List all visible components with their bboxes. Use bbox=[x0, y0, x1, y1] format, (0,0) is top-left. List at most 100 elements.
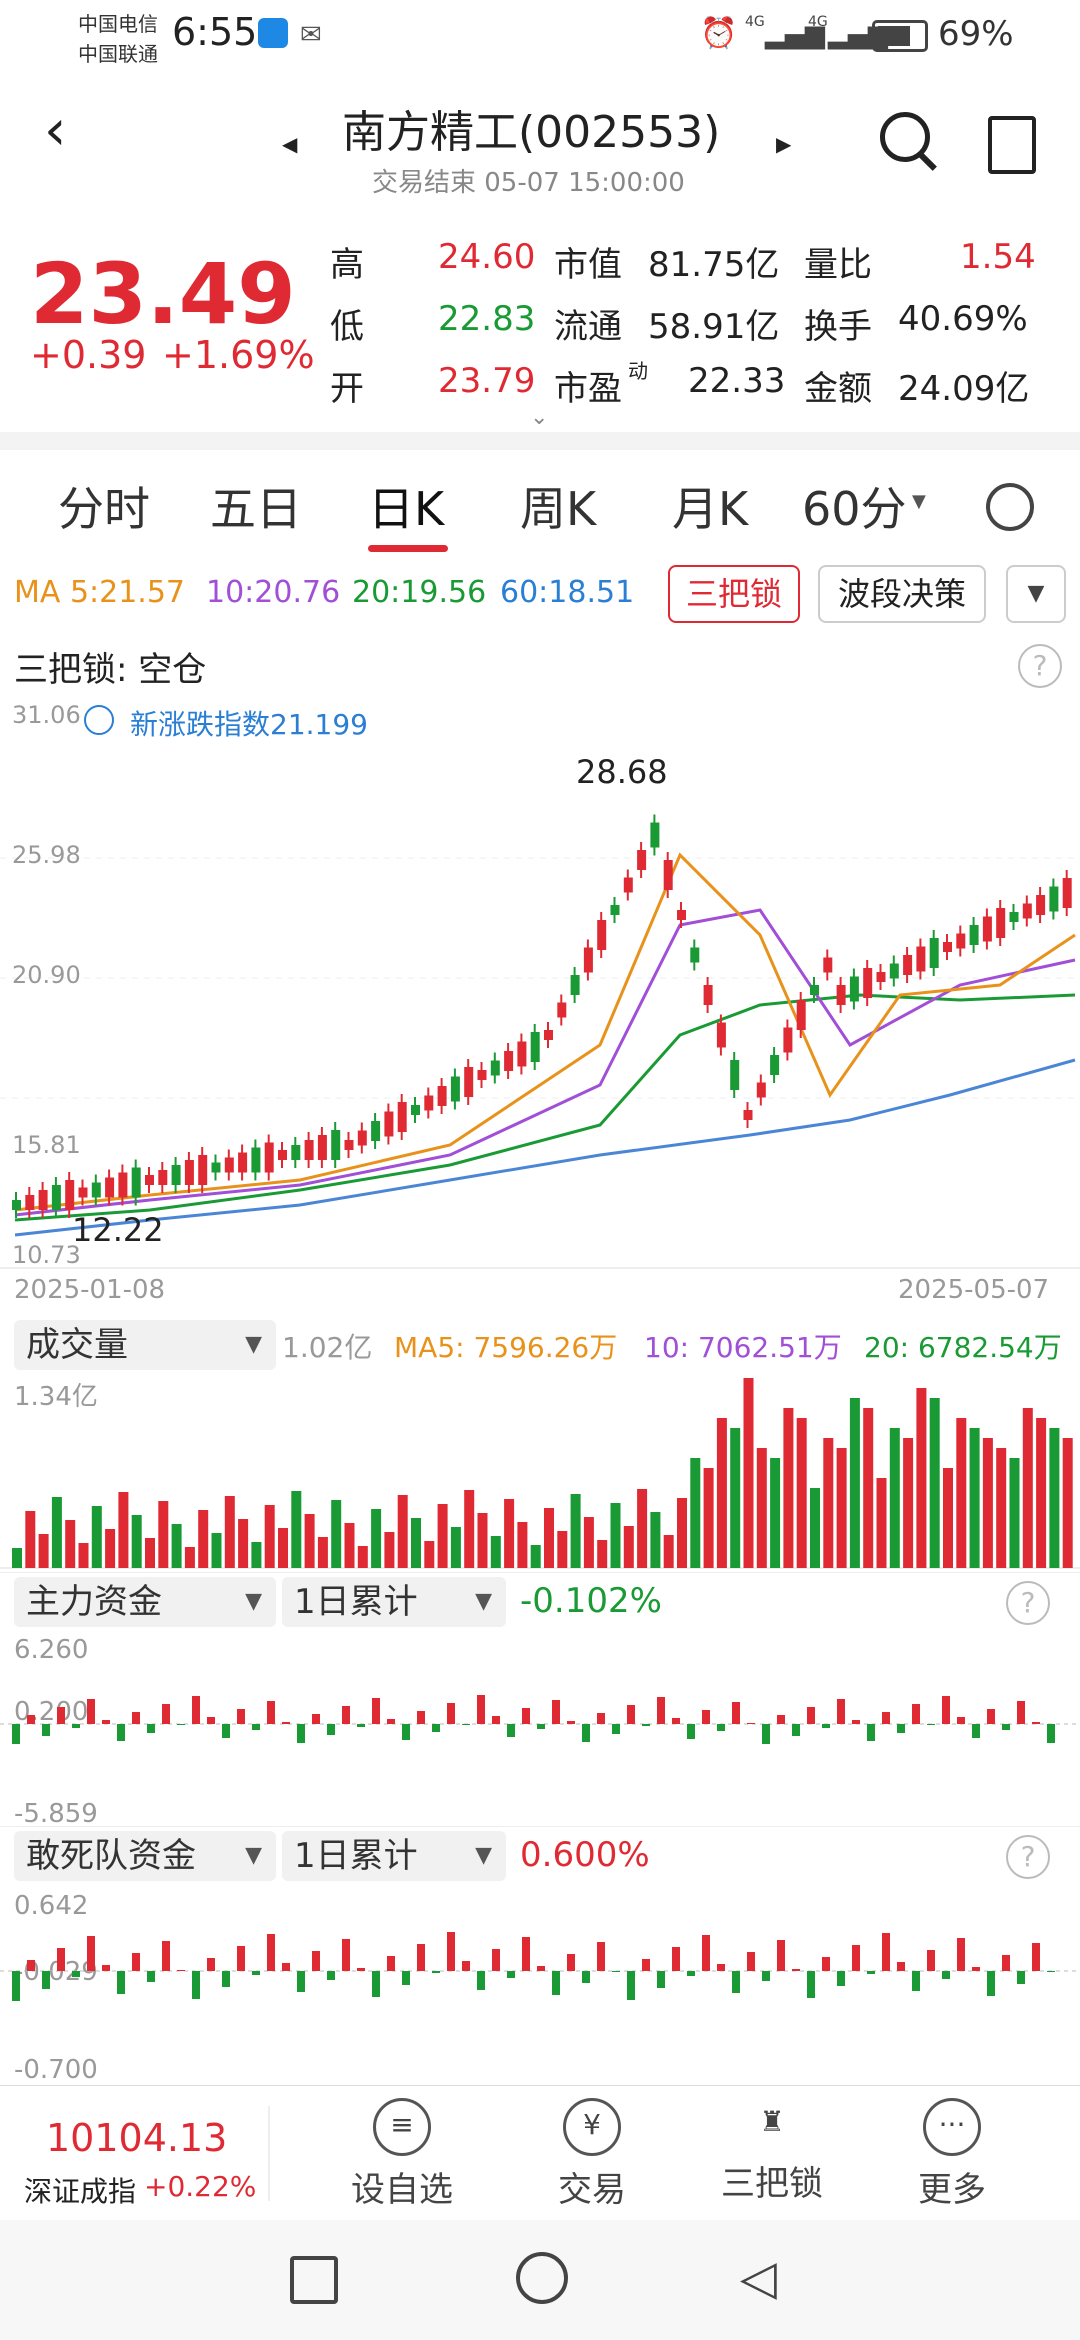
tab-intraday[interactable]: 分时 bbox=[58, 482, 150, 536]
volume-bar bbox=[371, 1509, 382, 1568]
volume-bar bbox=[730, 1428, 741, 1568]
main-fund-bar bbox=[852, 1720, 860, 1724]
label-float-cap: 流通 bbox=[554, 307, 622, 347]
tab-weekly-k[interactable]: 周K bbox=[520, 482, 597, 536]
dare-fund-bar bbox=[942, 1971, 950, 1979]
main-fund-bar bbox=[867, 1724, 875, 1741]
kline-chart[interactable]: 31.06 25.98 20.90 15.81 10.73 新涨跌指数21.19… bbox=[0, 695, 1080, 1305]
dare-fund-bar bbox=[747, 1952, 755, 1971]
tab-daily-k[interactable]: 日K bbox=[368, 482, 445, 536]
candle-body bbox=[823, 957, 833, 973]
dare-fund-bar bbox=[342, 1939, 350, 1971]
candle-body bbox=[397, 1102, 407, 1132]
volume-bar bbox=[437, 1504, 448, 1568]
three-locks-action[interactable]: ♜ 三把锁 bbox=[712, 2098, 832, 2205]
index-name: 深证成指 bbox=[24, 2175, 137, 2208]
index-legend: 新涨跌指数21.199 bbox=[130, 708, 368, 741]
dare-fund-bar bbox=[162, 1941, 170, 1971]
index-value: 10104.13 bbox=[46, 2116, 228, 2160]
volume-bar bbox=[211, 1533, 222, 1568]
dare-fund-period[interactable]: 1日累计 ▼ bbox=[282, 1831, 506, 1881]
dare-fund-bar bbox=[627, 1971, 635, 2000]
dare-fund-bar bbox=[1047, 1971, 1055, 1972]
prev-stock-icon[interactable]: ◀ bbox=[282, 132, 298, 156]
next-stock-icon[interactable]: ▶ bbox=[776, 132, 792, 156]
candle-body bbox=[1036, 895, 1046, 915]
main-fund-bar bbox=[507, 1724, 515, 1737]
wave-decision-button[interactable]: 波段决策 bbox=[818, 565, 986, 623]
dare-fund-bar bbox=[147, 1971, 155, 1982]
main-fund-bar bbox=[72, 1724, 80, 1728]
volume-y-top: 1.34亿 bbox=[14, 1382, 98, 1412]
candle-body bbox=[12, 1200, 21, 1210]
y-label-2: 25.98 bbox=[12, 841, 81, 869]
dare-fund-bar bbox=[87, 1936, 95, 1971]
volume-bar bbox=[743, 1378, 754, 1568]
dare-fund-bar bbox=[837, 1971, 845, 1986]
volume-bar bbox=[1009, 1458, 1020, 1568]
main-fund-bar bbox=[417, 1711, 425, 1724]
main-fund-y-mid: 0.200 bbox=[14, 1697, 89, 1727]
main-fund-bar bbox=[822, 1724, 830, 1728]
back-arrow-icon[interactable]: ‹ bbox=[44, 98, 67, 163]
dare-fund-bar bbox=[1017, 1971, 1025, 1984]
trade-button[interactable]: ¥ 交易 bbox=[532, 2098, 652, 2211]
help-icon[interactable]: ? bbox=[1018, 644, 1062, 688]
tab-dropdown-icon[interactable]: ▼ bbox=[912, 491, 926, 512]
ma-dropdown-icon[interactable]: ▼ bbox=[1006, 565, 1066, 623]
candle-body bbox=[504, 1051, 514, 1071]
candle-body bbox=[331, 1130, 341, 1160]
volume-panel: 成交量 ▼ 1.02亿 MA5: 7596.26万 10: 7062.51万 20… bbox=[0, 1318, 1080, 1569]
volume-bar bbox=[530, 1545, 541, 1568]
main-fund-bar bbox=[42, 1724, 50, 1736]
volume-ma20: 20: 6782.54万 bbox=[864, 1331, 1062, 1364]
y-label-4: 15.81 bbox=[12, 1131, 81, 1159]
recent-apps-icon[interactable] bbox=[290, 2256, 338, 2304]
volume-bar bbox=[756, 1448, 767, 1568]
volume-bar bbox=[889, 1428, 900, 1568]
dare-fund-selector[interactable]: 敢死队资金 ▼ bbox=[14, 1831, 276, 1881]
add-watchlist-button[interactable]: ≡ 设自选 bbox=[342, 2098, 462, 2211]
tab-five-day[interactable]: 五日 bbox=[210, 482, 302, 536]
more-button[interactable]: ··· 更多 bbox=[892, 2098, 1012, 2211]
main-fund-selector[interactable]: 主力资金 ▼ bbox=[14, 1577, 276, 1627]
candle-body bbox=[158, 1170, 168, 1185]
main-fund-bar bbox=[432, 1724, 440, 1732]
home-icon[interactable] bbox=[516, 2252, 568, 2304]
tab-60min[interactable]: 60分 bbox=[802, 482, 907, 536]
main-fund-help-icon[interactable]: ? bbox=[1006, 1581, 1050, 1625]
dare-fund-bar bbox=[897, 1962, 905, 1971]
expand-chevron-icon[interactable]: ⌄ bbox=[530, 405, 549, 430]
settings-gear-icon[interactable] bbox=[986, 483, 1034, 531]
dare-fund-bar bbox=[882, 1933, 890, 1971]
price-change: +0.39 bbox=[30, 333, 147, 377]
dare-fund-y-bottom: -0.700 bbox=[14, 2055, 98, 2085]
three-locks-button[interactable]: 三把锁 bbox=[668, 565, 800, 623]
back-triangle-icon[interactable]: ◁ bbox=[740, 2250, 777, 2306]
main-fund-bar bbox=[792, 1724, 800, 1736]
candle-body bbox=[357, 1130, 367, 1146]
main-fund-bar bbox=[252, 1724, 260, 1730]
dare-fund-bar bbox=[462, 1961, 470, 1971]
dare-fund-bar bbox=[612, 1971, 620, 1972]
index-ticker[interactable]: 10104.13 深证成指 +0.22% bbox=[0, 2086, 268, 2221]
dropdown-arrow-icon: ▼ bbox=[245, 1332, 262, 1357]
candle-body bbox=[623, 877, 633, 893]
volume-selector[interactable]: 成交量 ▼ bbox=[14, 1320, 276, 1370]
volume-bar bbox=[450, 1527, 461, 1568]
main-fund-bar bbox=[87, 1699, 95, 1724]
main-fund-period[interactable]: 1日累计 ▼ bbox=[282, 1577, 506, 1627]
dare-fund-bar bbox=[852, 1945, 860, 1971]
high-label: 28.68 bbox=[576, 753, 668, 791]
dare-fund-bar bbox=[642, 1959, 650, 1971]
dare-fund-help-icon[interactable]: ? bbox=[1006, 1835, 1050, 1879]
search-icon[interactable] bbox=[880, 112, 930, 162]
fullscreen-icon[interactable] bbox=[988, 116, 1036, 174]
signal-icon-1: ▂▄▆ bbox=[765, 20, 825, 50]
tab-monthly-k[interactable]: 月K bbox=[672, 482, 749, 536]
volume-ma5: MA5: 7596.26万 bbox=[394, 1331, 618, 1364]
dare-fund-bar bbox=[912, 1971, 920, 1991]
date-end: 2025-05-07 bbox=[898, 1275, 1050, 1305]
dare-fund-bar bbox=[132, 1953, 140, 1971]
alarm-icon: ⏰ bbox=[700, 16, 738, 51]
